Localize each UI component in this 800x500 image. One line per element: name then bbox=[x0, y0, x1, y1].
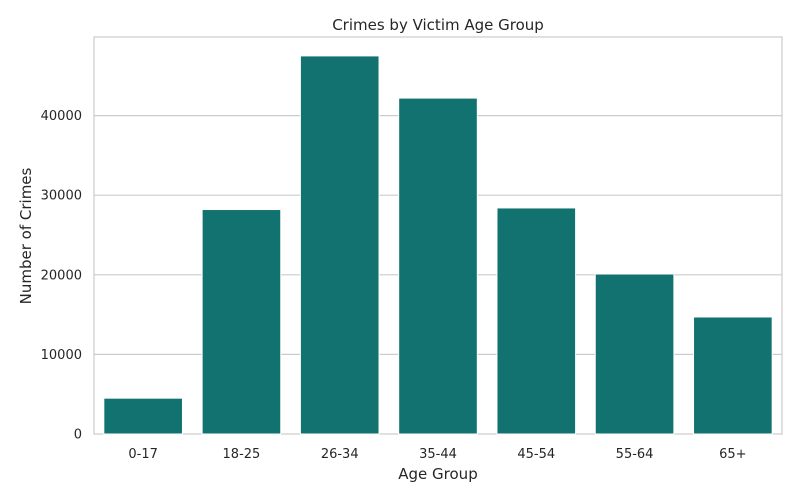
y-tick-label: 30000 bbox=[41, 189, 82, 204]
y-tick-label: 20000 bbox=[41, 268, 82, 283]
y-tick-labels: 0 10000 20000 30000 40000 bbox=[41, 109, 82, 442]
y-axis-title: Number of Crimes bbox=[17, 167, 35, 304]
bar-45-54 bbox=[496, 207, 577, 435]
y-tick-label: 0 bbox=[74, 428, 82, 443]
bar-55-64 bbox=[594, 273, 675, 435]
x-tick-label: 55-64 bbox=[616, 447, 654, 462]
bar-0-17 bbox=[103, 397, 183, 435]
x-tick-label: 26-34 bbox=[321, 447, 359, 462]
x-tick-label: 65+ bbox=[719, 447, 746, 462]
y-tick-label: 10000 bbox=[41, 348, 82, 363]
x-tick-label: 35-44 bbox=[419, 447, 457, 462]
x-tick-label: 0-17 bbox=[128, 447, 158, 462]
x-tick-labels: 0-17 18-25 26-34 35-44 45-54 55-64 65+ bbox=[128, 447, 746, 462]
bar-18-25 bbox=[201, 209, 282, 435]
x-tick-label: 18-25 bbox=[223, 447, 261, 462]
chart-title: Crimes by Victim Age Group bbox=[332, 16, 544, 34]
bars bbox=[103, 55, 773, 435]
bar-26-34 bbox=[299, 55, 380, 435]
bar-65+ bbox=[693, 316, 773, 435]
x-axis-title: Age Group bbox=[398, 465, 477, 483]
y-tick-label: 40000 bbox=[41, 109, 82, 124]
x-tick-label: 45-54 bbox=[517, 447, 555, 462]
bar-35-44 bbox=[398, 97, 478, 435]
